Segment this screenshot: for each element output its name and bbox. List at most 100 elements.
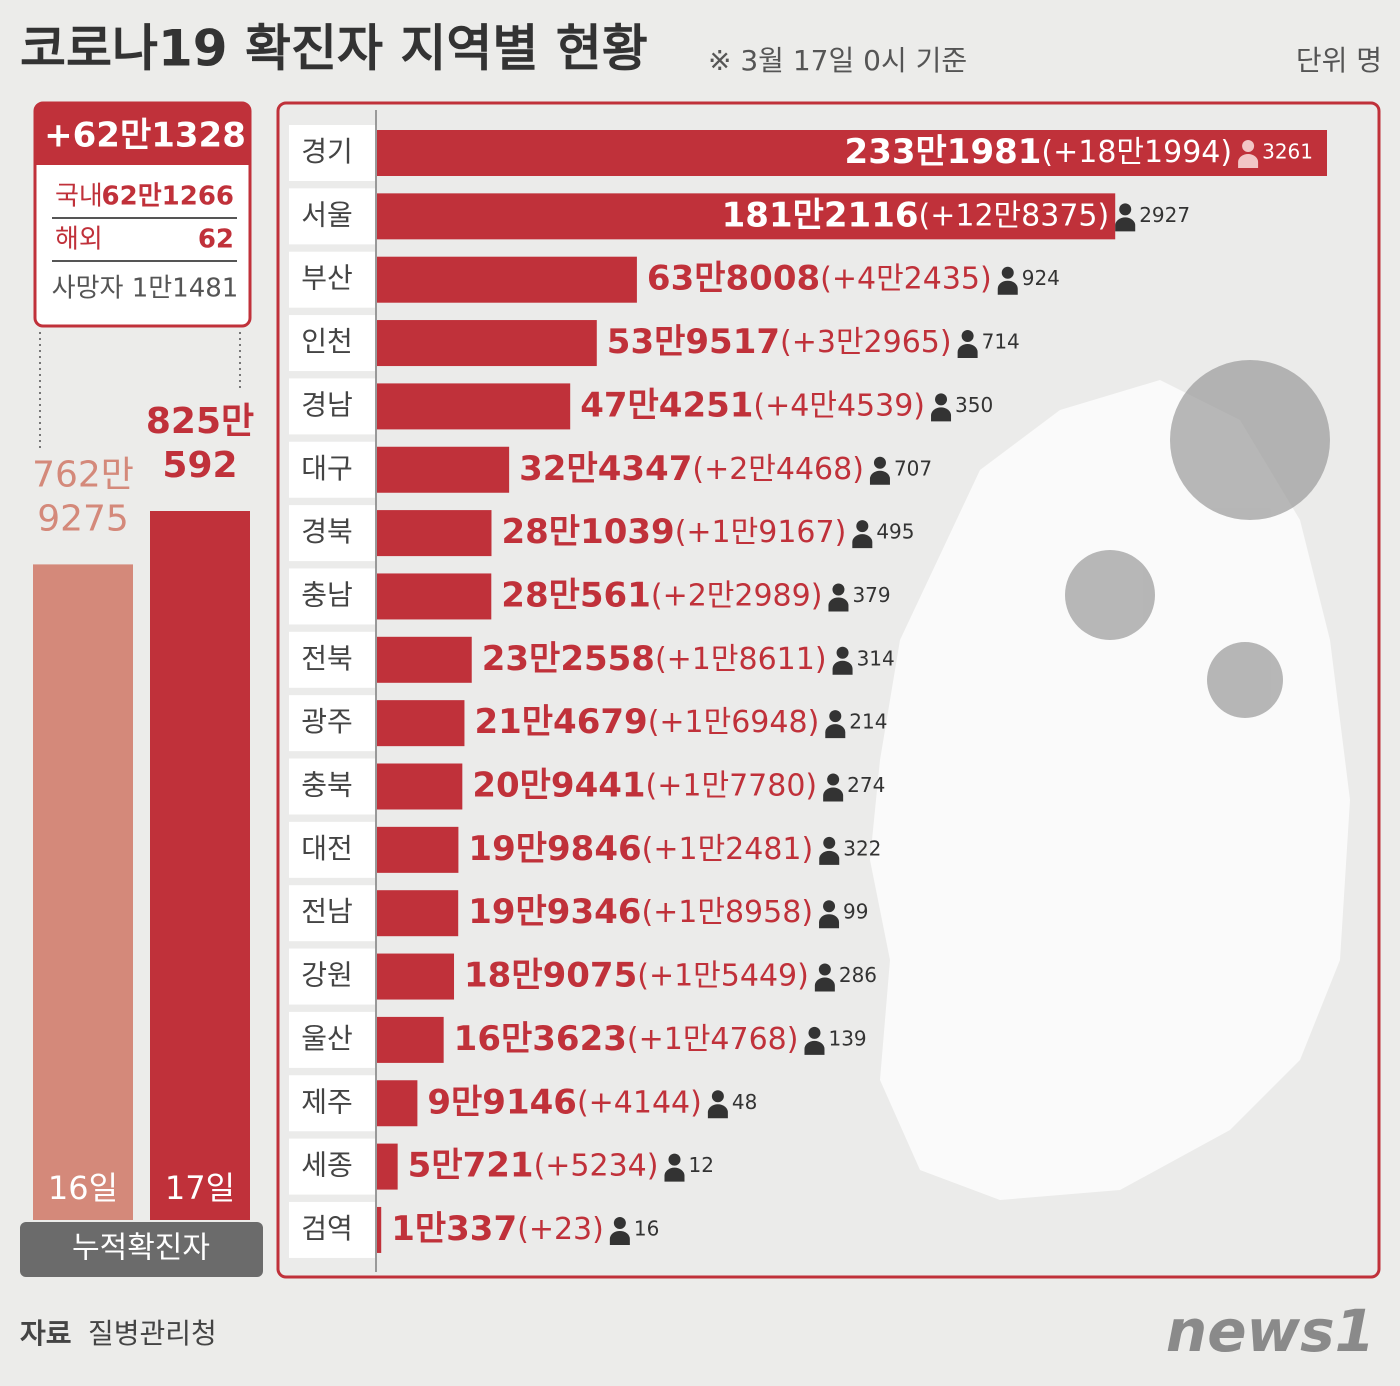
death-label: 924 xyxy=(1022,266,1060,290)
value-label-group: 28만1039(+1만9167) xyxy=(501,512,846,552)
death-label: 3261 xyxy=(1262,140,1313,164)
value-label: 63만8008 xyxy=(647,258,820,298)
bar xyxy=(377,256,637,303)
death-icon xyxy=(609,1216,630,1245)
category-cell xyxy=(289,568,375,625)
icon-body xyxy=(609,1230,630,1245)
death-label: 350 xyxy=(955,393,993,417)
death-label: 2927 xyxy=(1139,203,1190,227)
icon-body xyxy=(957,344,978,359)
overseas-label: 해외 xyxy=(55,225,103,255)
increase-label: (+4만4539) xyxy=(753,388,925,423)
domestic-value: 62만1266 xyxy=(102,182,234,212)
value-label: 19만9846 xyxy=(468,828,641,868)
value-label: 1만337 xyxy=(391,1208,517,1248)
bar xyxy=(377,953,455,1000)
death-label: 48 xyxy=(732,1090,757,1114)
value-label-group: 53만9517(+3만2965) xyxy=(607,322,952,362)
increase-label: (+4만2435) xyxy=(820,261,992,296)
category-label: 경기 xyxy=(301,135,353,168)
bar xyxy=(377,700,465,747)
x-axis-label: 누적확진자 xyxy=(72,1231,210,1266)
bar xyxy=(377,890,459,937)
summary-total: +62만1328 xyxy=(44,116,246,156)
value-label-group: 5만721(+5234) xyxy=(408,1145,659,1185)
increase-label: (+1만6948) xyxy=(648,705,820,740)
category-cell xyxy=(289,1075,375,1132)
category-cell xyxy=(289,885,375,942)
category-label: 세종 xyxy=(301,1149,353,1182)
icon-body xyxy=(869,470,890,485)
value-label-group: 16만3623(+1만4768) xyxy=(454,1018,799,1058)
value-label-group: 181만2116(+12만8375) xyxy=(722,195,1110,235)
bar xyxy=(377,193,1116,240)
map xyxy=(870,380,1350,1200)
value-label-group: 20만9441(+1만7780) xyxy=(472,765,817,805)
value-label: 592 xyxy=(162,445,237,486)
increase-label: (+5234) xyxy=(534,1148,659,1183)
category-cell xyxy=(289,695,375,752)
death-icon xyxy=(1115,203,1136,232)
category-label: 울산 xyxy=(301,1022,353,1055)
death-label: 214 xyxy=(849,710,887,734)
category-label: 16일 xyxy=(48,1169,118,1207)
logo: news1 xyxy=(1166,1297,1375,1365)
increase-label: (+3만2965) xyxy=(780,325,952,360)
category-label: 경북 xyxy=(301,515,353,548)
icon-head xyxy=(823,900,836,913)
icon-body xyxy=(1238,154,1259,168)
death-icon xyxy=(852,520,873,549)
value-label: 19만9346 xyxy=(468,892,641,932)
death-label: 707 xyxy=(894,456,932,480)
bar xyxy=(377,130,1327,176)
value-label-group: 19만9346(+1만8958) xyxy=(468,892,813,932)
category-cell xyxy=(289,125,375,181)
category-label: 광주 xyxy=(301,705,353,738)
increase-label: (+4144) xyxy=(577,1085,702,1120)
icon-head xyxy=(808,1026,821,1039)
bar xyxy=(377,320,597,367)
death-icon xyxy=(664,1153,685,1182)
category-cell xyxy=(289,821,375,878)
icon-body xyxy=(828,597,849,612)
death-icon xyxy=(819,900,840,929)
category-cell xyxy=(289,1201,375,1258)
value-label: 5만721 xyxy=(408,1145,534,1185)
icon-body xyxy=(832,660,853,675)
category-cell xyxy=(289,631,375,688)
category-label: 강원 xyxy=(301,959,353,992)
icon-body xyxy=(931,407,952,422)
value-label-group: 28만561(+2만2989) xyxy=(501,575,822,615)
death-icon xyxy=(997,266,1018,295)
xlabel-box xyxy=(20,1222,263,1277)
increase-label: (+1만7780) xyxy=(646,768,818,803)
value-label-group: 9만9146(+4144) xyxy=(427,1082,701,1122)
icon-body xyxy=(825,724,846,739)
icon-head xyxy=(961,330,974,343)
icon-body xyxy=(819,914,840,929)
bar xyxy=(377,636,472,683)
category-cell xyxy=(289,505,375,562)
death-label: 99 xyxy=(843,900,868,924)
title: 코로나19 확진자 지역별 현황 xyxy=(20,20,648,78)
death-icon xyxy=(931,393,952,422)
icon-head xyxy=(873,456,886,469)
value-label: 762만 xyxy=(32,454,134,495)
icon-head xyxy=(1242,140,1255,152)
increase-label: (+23) xyxy=(517,1211,604,1246)
icon-head xyxy=(832,583,845,596)
value-label-group: 18만9075(+1만5449) xyxy=(464,955,809,995)
category-label: 서울 xyxy=(301,198,353,231)
value-label: 9만9146 xyxy=(427,1082,577,1122)
death-icon xyxy=(869,456,890,485)
value-label: 20만9441 xyxy=(472,765,645,805)
category-cell xyxy=(289,1011,375,1068)
value-label: 181만2116 xyxy=(722,195,919,235)
category-label: 인천 xyxy=(301,325,353,358)
category-label: 부산 xyxy=(301,262,353,295)
icon-head xyxy=(829,710,842,723)
bar xyxy=(33,564,133,1220)
bar xyxy=(377,573,492,620)
